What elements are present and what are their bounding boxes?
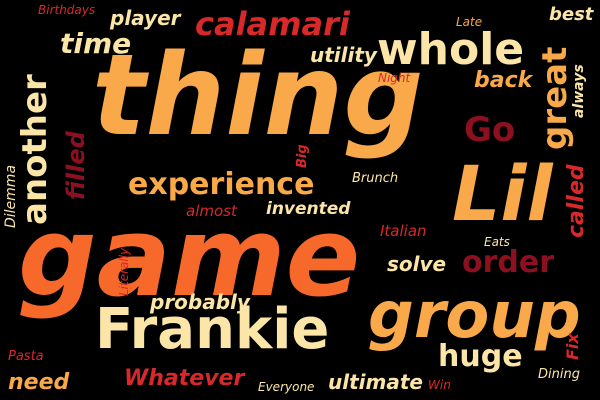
word-calamari: calamari: [195, 5, 350, 43]
word-experience: experience: [128, 167, 315, 202]
word-frankie: Frankie: [95, 297, 330, 362]
word-dilemma: Dilemma: [3, 164, 19, 228]
word-player: player: [110, 6, 181, 30]
word-great: great: [535, 46, 575, 150]
word-pasta: Pasta: [8, 349, 44, 364]
word-big: Big: [295, 144, 310, 168]
word-time: time: [60, 27, 132, 60]
word-probably: probably: [150, 290, 250, 314]
word-ultimate: ultimate: [328, 370, 423, 394]
word-brunch: Brunch: [352, 171, 399, 186]
word-everyone: Everyone: [258, 380, 315, 394]
word-dining: Dining: [538, 367, 580, 382]
word-thing: thing: [92, 31, 424, 161]
word-lil: Lil: [452, 149, 553, 238]
word-solve: solve: [387, 252, 447, 276]
word-fix: Fix: [563, 333, 582, 360]
word-almost: almost: [186, 202, 237, 220]
word-invented: invented: [266, 199, 351, 219]
word-win: Win: [428, 378, 451, 392]
word-another: another: [15, 74, 55, 225]
word-literally: Literally: [117, 247, 131, 296]
word-best: best: [549, 4, 594, 25]
word-back: back: [474, 68, 533, 93]
word-utility: utility: [310, 43, 377, 67]
word-late: Late: [456, 15, 483, 29]
word-filled: filled: [62, 131, 90, 200]
word-always: always: [571, 64, 587, 118]
word-order: order: [462, 245, 555, 280]
word-huge: huge: [438, 339, 523, 374]
word-night: Night: [378, 71, 411, 85]
word-need: need: [8, 370, 70, 395]
word-called: called: [564, 164, 589, 238]
word-game: game: [18, 193, 361, 321]
word-birthdays: Birthdays: [38, 3, 96, 17]
word-go: Go: [464, 110, 516, 150]
word-whole: whole: [377, 24, 525, 75]
word-group: group: [368, 279, 581, 353]
word-eats: Eats: [484, 235, 510, 249]
word-whatever: Whatever: [124, 366, 245, 391]
word-italian: Italian: [380, 222, 427, 240]
